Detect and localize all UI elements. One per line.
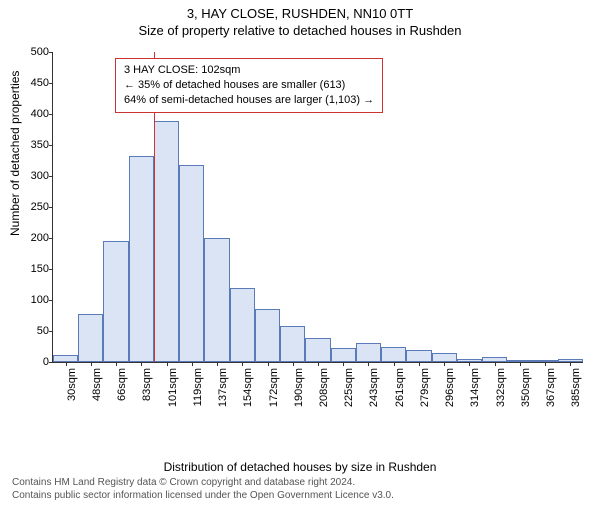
histogram-bar [230,288,255,362]
y-tick-label: 400 [19,108,49,120]
x-tick-mark [141,362,142,366]
histogram-bar [381,347,406,363]
y-tick-label: 50 [19,325,49,337]
histogram-bar [432,353,457,362]
histogram-bar [204,238,229,362]
annotation-line2: ← 35% of detached houses are smaller (61… [124,78,374,93]
x-tick-mark [116,362,117,366]
y-tick-label: 350 [19,139,49,151]
x-tick-mark [495,362,496,366]
y-tick-label: 250 [19,201,49,213]
x-tick-mark [419,362,420,366]
title-sub: Size of property relative to detached ho… [0,23,600,38]
histogram-bar [129,156,154,362]
histogram-bar [280,326,305,362]
x-tick-label: 48sqm [91,368,103,418]
y-tick-label: 0 [19,356,49,368]
histogram-bar [179,165,204,362]
footer-line1: Contains HM Land Registry data © Crown c… [12,477,394,490]
x-tick-mark [469,362,470,366]
annotation-box: 3 HAY CLOSE: 102sqm← 35% of detached hou… [115,58,383,113]
x-tick-mark [167,362,168,366]
histogram-bar [154,121,179,362]
footer-line2: Contains public sector information licen… [12,490,394,503]
x-tick-mark [293,362,294,366]
x-tick-label: 66sqm [116,368,128,418]
y-tick-mark [49,145,53,146]
histogram-bar [53,355,78,362]
x-tick-mark [545,362,546,366]
y-tick-label: 450 [19,77,49,89]
y-tick-mark [49,269,53,270]
histogram-bar [78,314,103,362]
x-tick-label: 137sqm [217,368,229,418]
y-tick-label: 300 [19,170,49,182]
x-tick-mark [343,362,344,366]
x-tick-label: 332sqm [495,368,507,418]
annotation-line3: 64% of semi-detached houses are larger (… [124,93,374,108]
footer-attribution: Contains HM Land Registry data © Crown c… [12,477,394,502]
x-tick-label: 30sqm [66,368,78,418]
x-tick-mark [66,362,67,366]
y-tick-mark [49,300,53,301]
x-tick-mark [242,362,243,366]
x-tick-mark [444,362,445,366]
y-tick-mark [49,238,53,239]
x-tick-mark [91,362,92,366]
x-tick-label: 367sqm [545,368,557,418]
histogram-bar [255,309,280,362]
x-tick-mark [268,362,269,366]
y-tick-label: 200 [19,232,49,244]
annotation-line1: 3 HAY CLOSE: 102sqm [124,63,374,78]
y-tick-mark [49,362,53,363]
x-tick-mark [570,362,571,366]
x-tick-label: 225sqm [343,368,355,418]
x-tick-label: 101sqm [167,368,179,418]
x-tick-mark [394,362,395,366]
x-tick-label: 385sqm [570,368,582,418]
y-tick-mark [49,331,53,332]
x-tick-label: 314sqm [469,368,481,418]
x-tick-label: 208sqm [318,368,330,418]
histogram-bar [356,343,381,362]
y-tick-mark [49,207,53,208]
y-tick-label: 500 [19,46,49,58]
histogram-chart: 05010015020025030035040045050030sqm48sqm… [52,52,582,412]
x-tick-mark [520,362,521,366]
y-tick-mark [49,176,53,177]
y-tick-label: 150 [19,263,49,275]
x-tick-label: 83sqm [141,368,153,418]
y-tick-mark [49,114,53,115]
y-tick-label: 100 [19,294,49,306]
x-tick-label: 350sqm [520,368,532,418]
x-axis-label: Distribution of detached houses by size … [0,460,600,474]
x-tick-mark [318,362,319,366]
x-tick-label: 261sqm [394,368,406,418]
plot-area: 05010015020025030035040045050030sqm48sqm… [52,52,583,363]
histogram-bar [103,241,128,362]
histogram-bar [331,348,356,362]
x-tick-label: 154sqm [242,368,254,418]
x-tick-mark [217,362,218,366]
x-tick-label: 279sqm [419,368,431,418]
x-tick-mark [192,362,193,366]
y-tick-mark [49,52,53,53]
x-tick-label: 190sqm [293,368,305,418]
title-main: 3, HAY CLOSE, RUSHDEN, NN10 0TT [0,6,600,21]
x-tick-label: 119sqm [192,368,204,418]
histogram-bar [406,350,431,362]
x-tick-label: 172sqm [268,368,280,418]
x-tick-mark [368,362,369,366]
x-tick-label: 243sqm [368,368,380,418]
y-tick-mark [49,83,53,84]
histogram-bar [305,338,330,362]
x-tick-label: 296sqm [444,368,456,418]
